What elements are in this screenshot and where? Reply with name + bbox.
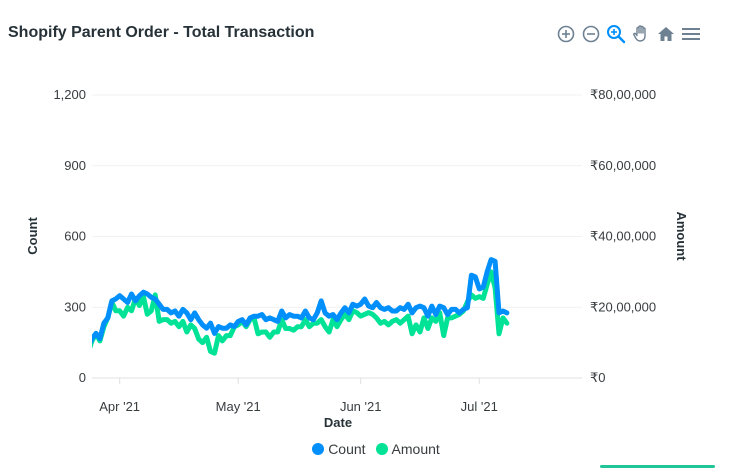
zoom-select-button[interactable] <box>604 23 627 46</box>
legend-marker-count <box>312 443 325 455</box>
y-left-tick-label: 600 <box>64 229 86 244</box>
x-tick-label: Jul '21 <box>461 399 498 414</box>
y-axis-left-label: Count <box>25 217 40 255</box>
y-left-tick-label: 0 <box>79 370 86 385</box>
x-tick-label: May '21 <box>216 399 261 414</box>
reset-home-icon <box>657 27 674 41</box>
chart-toolbar <box>554 22 702 46</box>
y-right-tick-label: ₹40,00,000 <box>590 229 656 244</box>
zoom-in-icon <box>557 25 574 43</box>
legend-marker-amount <box>375 443 388 455</box>
legend-label-amount: Amount <box>391 441 440 457</box>
pan-button[interactable] <box>629 23 652 46</box>
reset-zoom-button[interactable] <box>654 23 677 46</box>
chart-legend: Count Amount <box>0 441 752 457</box>
y-right-tick-label: ₹80,00,000 <box>590 87 656 102</box>
legend-item-amount[interactable]: Amount <box>375 441 440 457</box>
x-axis: Apr '21 May '21 Jun '21 Jul '21 <box>92 377 582 414</box>
left-y-axis: 0 300 600 900 1,200 <box>53 87 86 385</box>
y-axis-right-label: Amount <box>674 211 689 261</box>
series-line-count <box>92 257 510 345</box>
y-left-tick-label: 1,200 <box>53 87 86 102</box>
legend-item-count[interactable]: Count <box>312 441 366 457</box>
right-y-axis: ₹0 ₹20,00,000 ₹40,00,000 ₹60,00,000 ₹80,00,0… <box>590 87 656 385</box>
y-right-tick-label: ₹60,00,000 <box>590 158 656 173</box>
grid-lines <box>92 94 582 379</box>
y-left-tick-label: 900 <box>64 158 86 173</box>
series-lines <box>92 257 510 356</box>
chart-title: Shopify Parent Order - Total Transaction <box>8 24 315 41</box>
x-tick-label: Jun '21 <box>340 399 382 414</box>
legend-label-count: Count <box>328 441 366 457</box>
x-axis-label: Date <box>324 415 352 430</box>
y-right-tick-label: ₹0 <box>590 370 606 385</box>
y-left-tick-label: 300 <box>64 299 86 314</box>
y-right-tick-label: ₹20,00,000 <box>590 299 656 314</box>
menu-icon <box>681 28 700 40</box>
zoom-out-button[interactable] <box>579 23 602 46</box>
menu-button[interactable] <box>679 23 702 46</box>
pan-hand-icon <box>632 25 646 42</box>
series-line-amount <box>92 269 510 356</box>
zoom-in-button[interactable] <box>554 23 577 46</box>
x-tick-label: Apr '21 <box>99 399 140 414</box>
bottom-button-edge[interactable] <box>600 465 715 468</box>
zoom-out-icon <box>582 25 599 43</box>
zoom-select-icon <box>606 25 625 44</box>
line-chart: 0 300 600 900 1,200 ₹0 ₹20,00,000 ₹40,00,000 ₹6… <box>25 87 689 430</box>
